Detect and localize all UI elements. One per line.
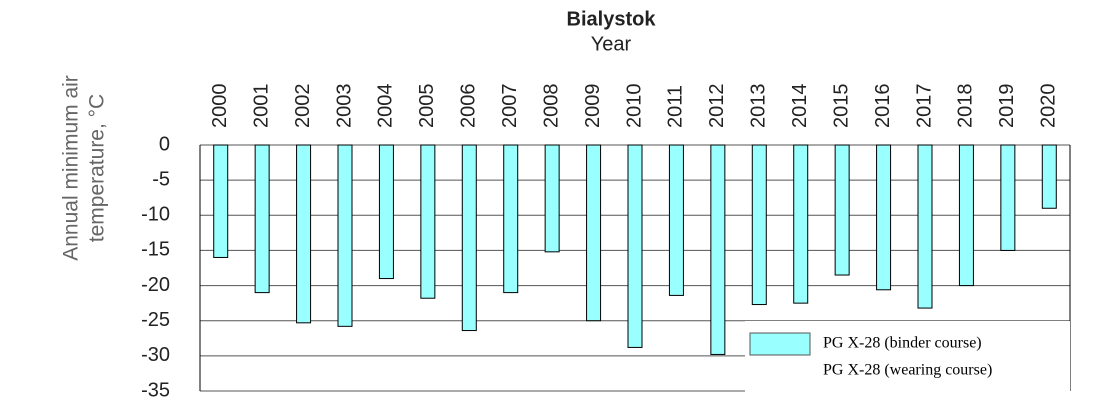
- bar: [917, 144, 933, 309]
- x-axis-title: Year: [591, 33, 632, 55]
- y-tick-label: -35: [141, 379, 170, 401]
- bar: [296, 144, 312, 324]
- bar: [876, 144, 892, 291]
- y-tick-label: -20: [141, 274, 170, 296]
- bar: [378, 144, 394, 280]
- x-tick-label: 2004: [375, 84, 397, 129]
- y-tick-label: -5: [152, 168, 170, 190]
- bar: [254, 144, 270, 294]
- chart-title: Bialystok: [567, 8, 657, 30]
- x-tick-label: 2019: [996, 84, 1018, 129]
- x-tick-label: 2000: [209, 84, 231, 129]
- x-tick-label: 2013: [748, 84, 770, 129]
- x-tick-label: 2017: [913, 84, 935, 129]
- bar: [461, 144, 477, 332]
- x-tick-label: 2018: [955, 84, 977, 129]
- x-tick-label: 2003: [333, 84, 355, 129]
- bar: [793, 144, 809, 304]
- x-tick-label: 2015: [830, 84, 852, 129]
- legend-swatch: [749, 332, 811, 356]
- x-tick-label: 2001: [250, 84, 272, 129]
- x-tick-label: 2007: [499, 84, 521, 129]
- x-tick-label: 2009: [582, 84, 604, 129]
- y-tick-label: -10: [141, 204, 170, 226]
- x-tick-label: 2020: [1038, 84, 1060, 129]
- x-tick-label: 2005: [416, 84, 438, 129]
- bar: [627, 144, 643, 348]
- x-tick-label: 2012: [706, 84, 728, 129]
- x-tick-label: 2011: [665, 85, 687, 128]
- x-tick-label: 2014: [789, 84, 811, 129]
- bar: [1000, 144, 1016, 251]
- bar: [337, 144, 353, 327]
- y-tick-label: -25: [141, 309, 170, 331]
- x-tick-label: 2016: [872, 84, 894, 129]
- x-tick-label: 2002: [292, 84, 314, 129]
- legend-label: PG X-28 (binder course): [823, 335, 982, 352]
- y-tick-label: -30: [141, 344, 170, 366]
- x-tick-label: 2006: [458, 84, 480, 129]
- x-tick-label: 2008: [540, 84, 562, 129]
- y-tick-label: -15: [141, 239, 170, 261]
- bar: [586, 144, 602, 322]
- bar: [503, 144, 519, 294]
- legend-box: [745, 321, 1070, 397]
- bar: [1041, 144, 1057, 209]
- bar: [710, 144, 726, 355]
- bar: [958, 144, 974, 287]
- legend-label: PG X-28 (wearing course): [823, 362, 992, 379]
- y-tick-label: 0: [159, 133, 170, 155]
- bar: [213, 144, 229, 258]
- bar: [420, 144, 436, 299]
- y-axis-title: temperature, °C: [86, 94, 109, 242]
- y-axis-title: Annual minimum air: [60, 75, 83, 261]
- bar: [751, 144, 767, 306]
- bar: [544, 144, 560, 253]
- bar: [668, 144, 684, 296]
- x-tick-label: 2010: [623, 84, 645, 129]
- bar: [834, 144, 850, 276]
